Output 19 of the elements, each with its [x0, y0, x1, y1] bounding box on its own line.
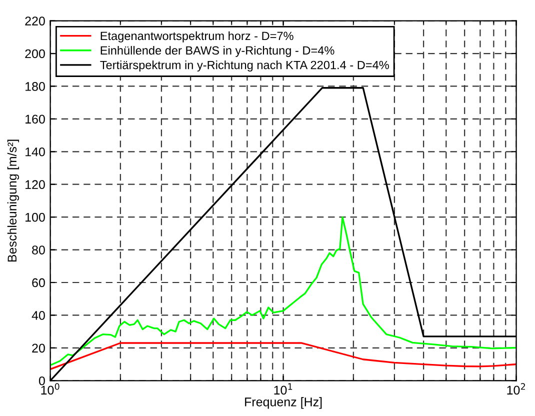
x-axis-title: Frequenz [Hz] — [245, 397, 322, 409]
y-tick-label: 60 — [32, 278, 45, 288]
y-tick-label: 220 — [25, 16, 45, 26]
y-tick-label: 160 — [26, 114, 45, 124]
x-tick-label: 10$^{1}$ — [274, 383, 292, 395]
y-tick-label: 180 — [26, 82, 45, 91]
y-tick-label: 40 — [32, 311, 45, 320]
legend-label: Tertiärspektrum in y-Richtung nach KTA 2201.4 - D=4% — [100, 60, 389, 72]
legend-label: Einhüllende der BAWS in y-Richtung - D=4% — [100, 46, 334, 57]
y-tick-label: 140 — [26, 147, 45, 156]
legend-label: Etagenantwortspektrum horz - D=7% — [100, 31, 294, 42]
y-tick-label: 200 — [25, 49, 45, 58]
x-tick-label: 10$^{2}$ — [507, 383, 525, 395]
y-tick-label: 120 — [26, 180, 45, 190]
y-axis-title: Beschleunigung [m/s²] — [7, 140, 20, 262]
y-tick-label: 80 — [32, 246, 45, 254]
y-tick-label: 20 — [32, 344, 45, 353]
y-tick-label: 0 — [38, 376, 45, 386]
y-tick-label: 100 — [26, 212, 45, 222]
